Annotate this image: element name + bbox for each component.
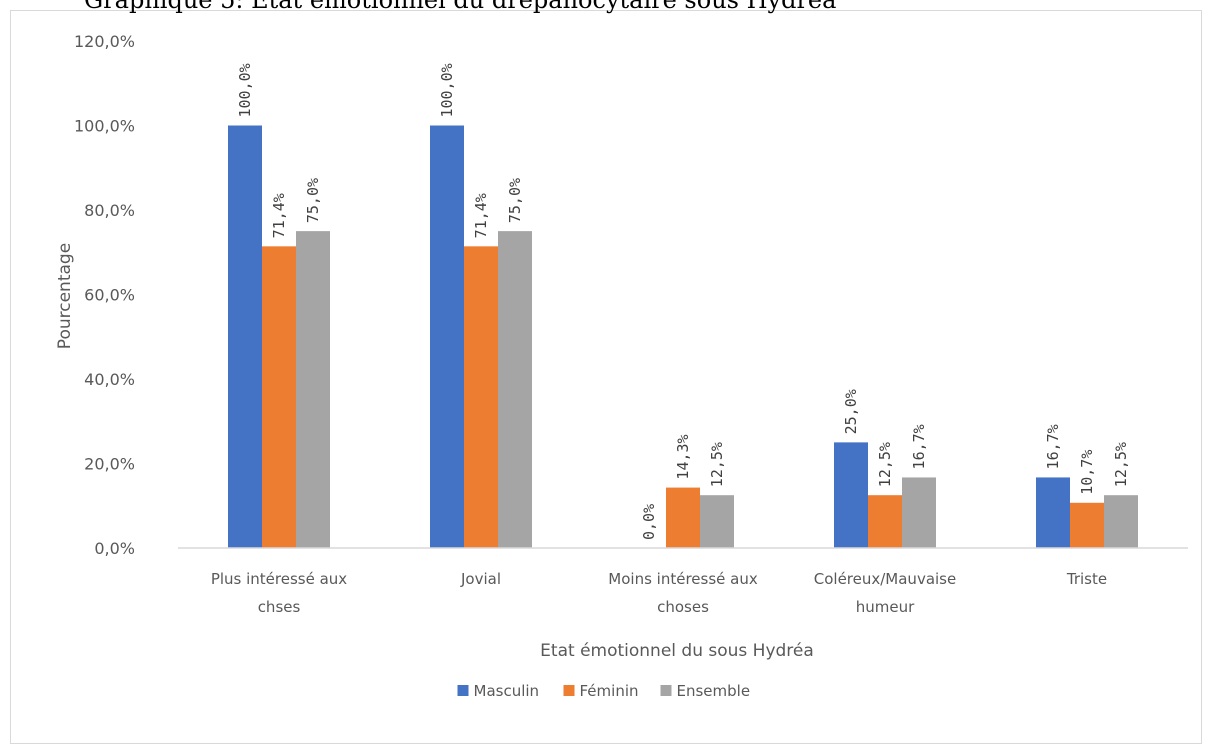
- bars: [228, 126, 1138, 549]
- bar-ensemble: [902, 477, 936, 548]
- x-category-label: Triste: [1066, 570, 1107, 588]
- legend-label: Féminin: [580, 682, 639, 700]
- data-label: 12,5%: [876, 442, 894, 487]
- bar-féminin: [262, 246, 296, 548]
- y-tick-label: 40,0%: [84, 370, 135, 389]
- y-tick-label: 100,0%: [74, 117, 135, 136]
- data-label: 75,0%: [506, 178, 524, 223]
- bar-masculin: [834, 442, 868, 548]
- data-label: 0,0%: [640, 504, 658, 540]
- y-tick-label: 80,0%: [84, 201, 135, 220]
- data-label: 100,0%: [236, 63, 254, 117]
- y-axis-ticks: 0,0% 20,0% 40,0% 60,0% 80,0% 100,0% 120,0%: [74, 32, 135, 558]
- legend-item-ensemble: Ensemble: [661, 682, 751, 700]
- y-tick-label: 120,0%: [74, 32, 135, 51]
- data-label: 71,4%: [270, 193, 288, 238]
- legend-swatch: [564, 685, 575, 696]
- data-label: 75,0%: [304, 178, 322, 223]
- data-label: 12,5%: [708, 442, 726, 487]
- bar-féminin: [464, 246, 498, 548]
- legend: Masculin Féminin Ensemble: [458, 682, 751, 700]
- x-category-label: Jovial: [460, 570, 501, 588]
- x-category-label: Moins intéressé aux choses: [608, 570, 758, 616]
- x-axis-category-labels: Plus intéressé aux chses Jovial Moins intér…: [211, 570, 1107, 616]
- legend-swatch: [661, 685, 672, 696]
- bar-ensemble: [296, 231, 330, 548]
- bar-masculin: [228, 126, 262, 549]
- bar-féminin: [666, 488, 700, 548]
- bar-féminin: [868, 495, 902, 548]
- data-label: 12,5%: [1112, 442, 1130, 487]
- data-label: 14,3%: [674, 434, 692, 479]
- data-labels: 100,0% 71,4% 75,0% 100,0% 71,4% 75,0% 0,0% 14,3…: [236, 63, 1130, 540]
- legend-label: Masculin: [474, 682, 540, 700]
- legend-item-masculin: Masculin: [458, 682, 540, 700]
- x-axis-title: Etat émotionnel du sous Hydréa: [540, 641, 814, 661]
- bar-ensemble: [700, 495, 734, 548]
- legend-item-féminin: Féminin: [564, 682, 639, 700]
- y-axis-title: Pourcentage: [55, 243, 75, 349]
- bar-masculin: [1036, 477, 1070, 548]
- data-label: 16,7%: [1044, 424, 1062, 469]
- bar-masculin: [430, 126, 464, 549]
- y-tick-label: 20,0%: [84, 455, 135, 474]
- x-category-label: Plus intéressé aux chses: [211, 570, 347, 616]
- bar-féminin: [1070, 503, 1104, 548]
- data-label: 71,4%: [472, 193, 490, 238]
- y-tick-label: 60,0%: [84, 286, 135, 305]
- x-category-label: Coléreux/Mauvaise humeur: [814, 570, 956, 616]
- data-label: 10,7%: [1078, 450, 1096, 495]
- data-label: 16,7%: [910, 424, 928, 469]
- data-label: 100,0%: [438, 63, 456, 117]
- bar-ensemble: [498, 231, 532, 548]
- bar-ensemble: [1104, 495, 1138, 548]
- y-tick-label: 0,0%: [94, 539, 135, 558]
- legend-swatch: [458, 685, 469, 696]
- data-label: 25,0%: [842, 389, 860, 434]
- legend-label: Ensemble: [677, 682, 751, 700]
